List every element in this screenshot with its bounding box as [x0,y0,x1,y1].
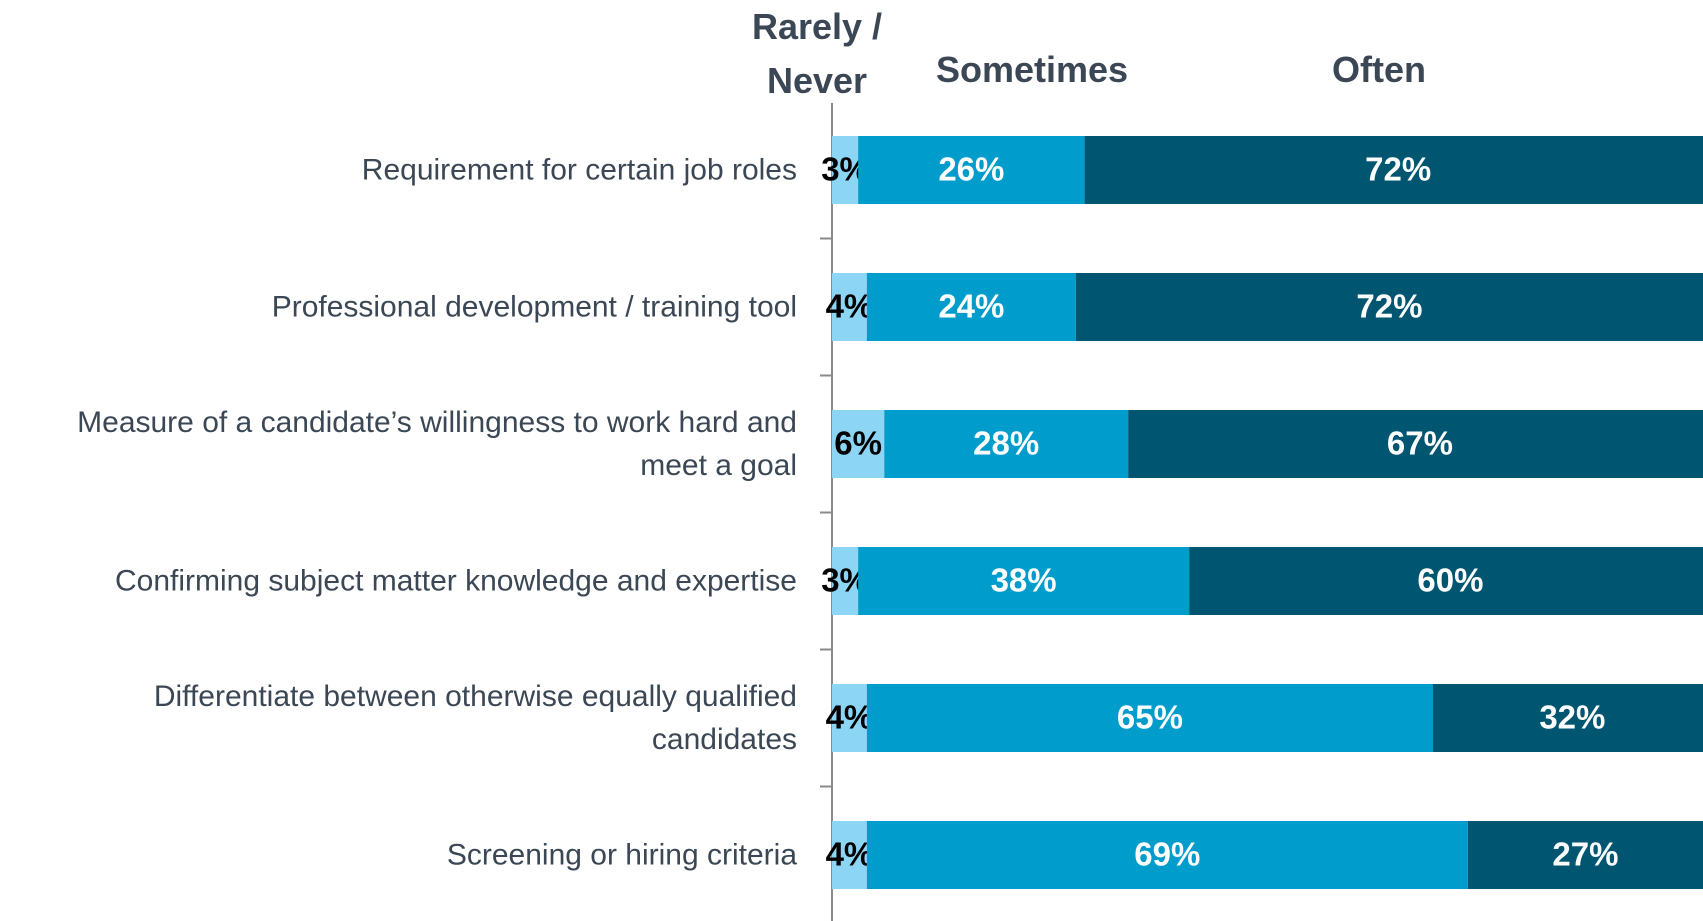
bar-segment [1467,821,1703,889]
bar-segment [832,136,859,204]
value-label: 69% [1134,836,1200,873]
value-label: 72% [1356,288,1422,325]
value-label: 27% [1552,836,1618,873]
value-label: 4% [826,288,874,325]
category-label: Screening or hiring criteria [446,838,797,872]
value-label: 26% [938,151,1004,188]
bar-segment [832,410,885,478]
value-label: 28% [973,425,1039,462]
bar-segment [884,410,1129,478]
category-label: Measure of a candidate’s willingness to … [77,406,797,482]
category-label: Requirement for certain job roles [361,153,797,187]
bar-segment [1075,273,1703,341]
bar-segment [832,547,859,615]
bar-segment [832,821,867,889]
value-label: 24% [938,288,1004,325]
bar-segment [1084,136,1703,204]
bar-segment [858,136,1085,204]
value-label: 72% [1365,151,1431,188]
bar-segment [832,684,867,752]
legend-label: Often [1332,49,1426,90]
bar-segment [858,547,1190,615]
value-label: 4% [826,699,874,736]
value-label: 4% [826,836,874,873]
value-label: 65% [1117,699,1183,736]
value-label: 38% [991,562,1057,599]
category-label: Differentiate between otherwise equally … [153,680,797,756]
legend-label: Rarely / Never [751,6,883,101]
value-label: 60% [1417,562,1483,599]
value-label: 6% [834,425,882,462]
value-label: 67% [1387,425,1453,462]
bar-segment [866,684,1433,752]
value-label: 32% [1539,699,1605,736]
legend-label: Sometimes [935,49,1129,90]
bar-segment [1189,547,1703,615]
category-label: Professional development / training tool [271,290,797,324]
bar-segment [866,821,1468,889]
bar-segment [1128,410,1703,478]
category-label: Confirming subject matter knowledge and … [114,564,797,598]
bar-segment [1432,684,1703,752]
bar-segment [866,273,1076,341]
bar-segment [832,273,867,341]
